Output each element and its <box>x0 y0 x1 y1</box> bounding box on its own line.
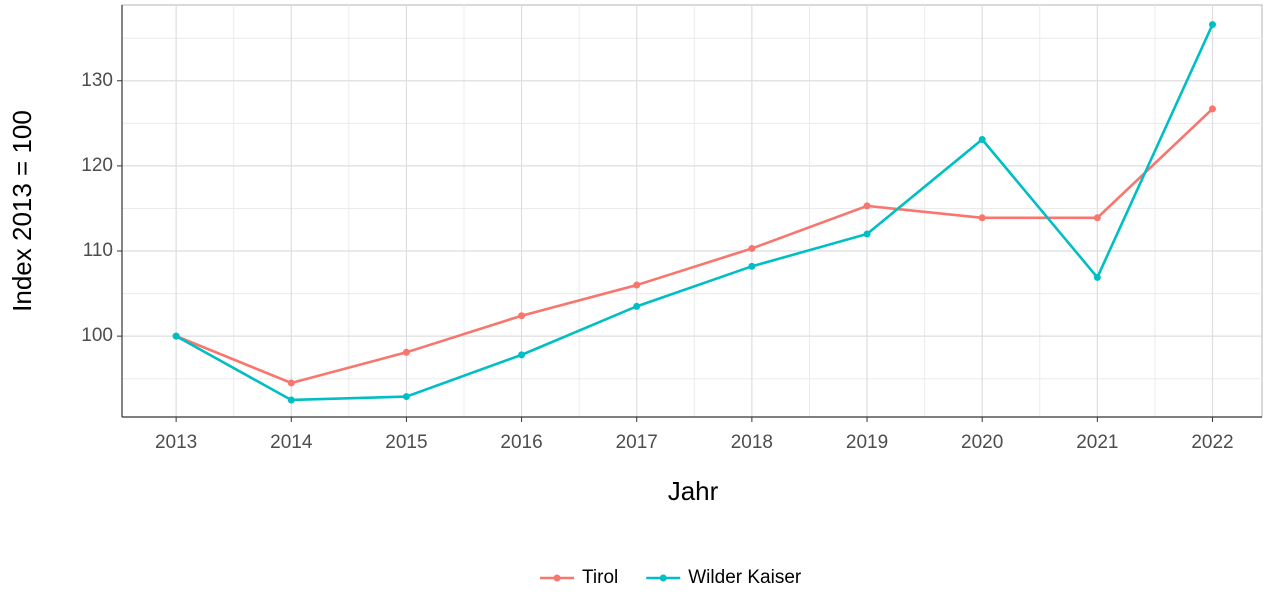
point <box>748 244 756 252</box>
x-tick-label: 2018 <box>731 432 773 453</box>
x-tick-label: 2016 <box>500 432 542 453</box>
point <box>633 281 641 289</box>
point <box>172 332 180 340</box>
legend-label: Tirol <box>582 567 618 588</box>
point <box>1093 273 1101 281</box>
point <box>978 135 986 143</box>
y-tick-label: 120 <box>81 155 113 176</box>
legend-label: Wilder Kaiser <box>688 567 802 588</box>
point <box>748 262 756 270</box>
point <box>1208 105 1216 113</box>
legend-key-point <box>659 574 667 582</box>
point <box>1208 21 1216 29</box>
x-tick-label: 2013 <box>155 432 197 453</box>
x-tick-label: 2015 <box>385 432 427 453</box>
plot-background <box>121 4 1263 418</box>
point <box>402 348 410 356</box>
legend-key-point <box>553 574 561 582</box>
point <box>633 302 641 310</box>
series-line <box>175 24 1214 402</box>
x-tick-label: 2020 <box>961 432 1003 453</box>
point <box>978 214 986 222</box>
point <box>518 312 526 320</box>
x-tick-label: 2017 <box>616 432 658 453</box>
y-tick-label: 110 <box>83 240 113 261</box>
series-line <box>175 107 1214 385</box>
y-tick-label: 100 <box>81 325 113 346</box>
point <box>287 379 295 387</box>
x-tick-label: 2022 <box>1191 432 1233 453</box>
x-tick-label: 2019 <box>846 432 888 453</box>
point <box>863 230 871 238</box>
point <box>518 351 526 359</box>
point <box>863 202 871 210</box>
point <box>402 393 410 401</box>
y-tick-label: 130 <box>81 70 113 91</box>
point <box>1093 214 1101 222</box>
y-axis-title: Index 2013 = 100 <box>7 110 37 312</box>
x-tick-label: 2014 <box>270 432 313 453</box>
point <box>287 396 295 404</box>
x-axis-title: Jahr <box>668 476 719 506</box>
x-tick-label: 2021 <box>1076 432 1118 453</box>
